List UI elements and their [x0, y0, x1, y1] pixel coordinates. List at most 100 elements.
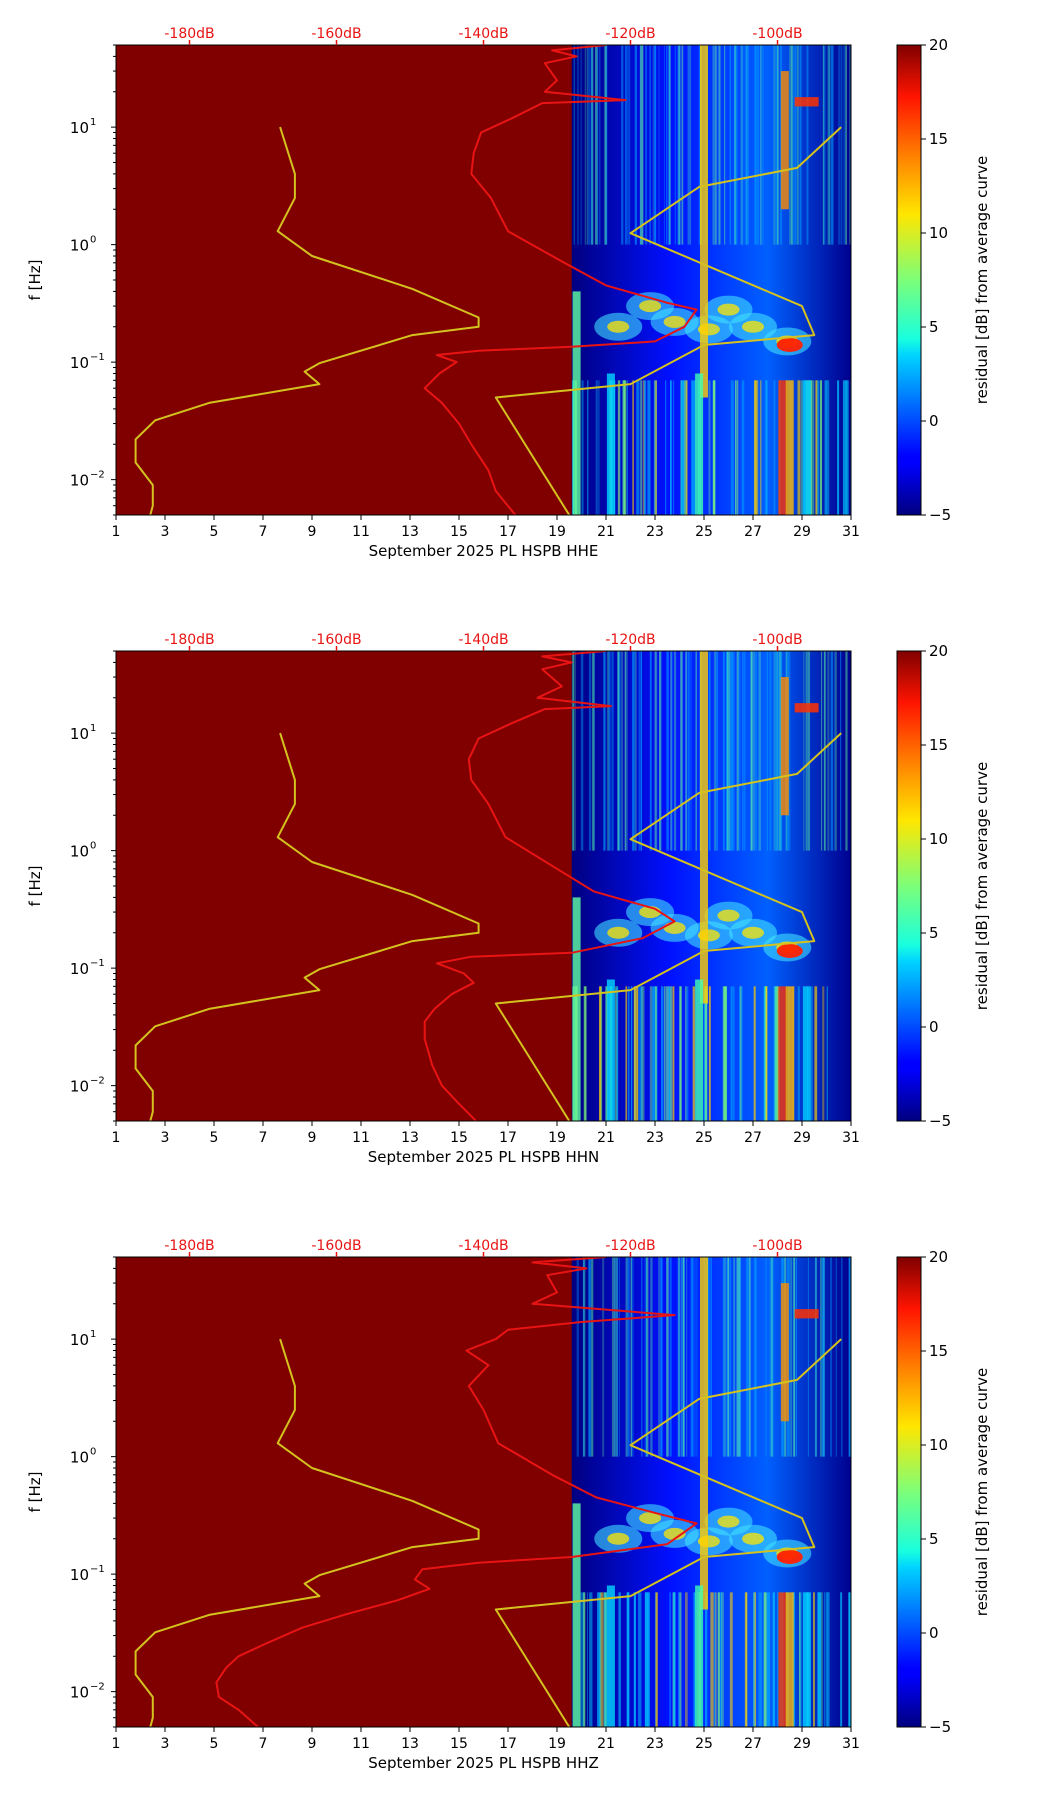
x-tick-label: 7 [259, 1736, 268, 1752]
colorbar-tick-label: −5 [929, 1112, 951, 1130]
top-tick-label: -180dB [164, 1238, 214, 1254]
x-tick-label: 9 [308, 524, 317, 540]
x-tick-label: 9 [308, 1130, 317, 1146]
plot-area [116, 1257, 851, 1727]
x-tick-label: 13 [401, 1736, 419, 1752]
x-tick-label: 1 [112, 1130, 121, 1146]
x-tick-label: 11 [352, 1736, 370, 1752]
y-tick-exponent: −1 [90, 1564, 105, 1575]
x-tick-label: 25 [695, 524, 713, 540]
y-tick-label: 10 [70, 1684, 89, 1702]
colorbar-tick-label: 20 [929, 642, 948, 660]
colorbar-label: residual [dB] from average curve [973, 156, 991, 404]
top-tick-label: -100dB [752, 632, 802, 648]
noise-model-curve [494, 126, 842, 515]
x-axis-label: September 2025 PL HSPB HHE [369, 542, 599, 560]
y-tick-label: 10 [70, 1078, 89, 1096]
top-tick-label: -160dB [311, 1238, 361, 1254]
average-noise-curve [423, 651, 676, 1121]
y-tick-label: 10 [70, 354, 89, 372]
top-tick-label: -160dB [311, 26, 361, 42]
y-tick-exponent: 0 [90, 235, 96, 246]
x-tick-label: 7 [259, 1130, 268, 1146]
colorbar-tick-label: 5 [929, 924, 939, 942]
x-tick-label: 5 [210, 524, 219, 540]
plot-area [116, 45, 851, 515]
x-tick-label: 27 [744, 524, 762, 540]
noise-model-curve [134, 126, 480, 515]
y-axis-label: f [Hz] [26, 260, 44, 301]
x-tick-label: 21 [597, 1130, 615, 1146]
x-tick-label: 3 [161, 1736, 170, 1752]
x-tick-label: 21 [597, 1736, 615, 1752]
x-tick-label: 17 [499, 524, 517, 540]
x-tick-label: 5 [210, 1130, 219, 1146]
y-tick-exponent: 1 [90, 117, 96, 128]
top-tick-label: -180dB [164, 632, 214, 648]
top-tick-label: -120dB [605, 26, 655, 42]
top-tick-label: -120dB [605, 632, 655, 648]
y-tick-label: 10 [70, 960, 89, 978]
x-tick-label: 7 [259, 524, 268, 540]
colorbar-tick-label: 0 [929, 1018, 939, 1036]
top-tick-label: -100dB [752, 26, 802, 42]
y-tick-exponent: −2 [90, 470, 105, 481]
x-tick-label: 15 [450, 1736, 468, 1752]
colorbar-label: residual [dB] from average curve [973, 1368, 991, 1616]
spectrogram-texture [571, 651, 851, 1121]
x-tick-label: 17 [499, 1736, 517, 1752]
colorbar-tick-label: 15 [929, 130, 948, 148]
colorbar-tick-label: 20 [929, 36, 948, 54]
colorbar-tick-label: 10 [929, 224, 948, 242]
top-tick-label: -140dB [458, 1238, 508, 1254]
x-tick-label: 19 [548, 1736, 566, 1752]
x-tick-label: 31 [842, 524, 860, 540]
y-axis-label: f [Hz] [26, 1472, 44, 1513]
colorbar-tick-label: 15 [929, 1342, 948, 1360]
x-tick-label: 13 [401, 524, 419, 540]
colorbar-tick-label: 5 [929, 318, 939, 336]
colorbar [896, 1256, 922, 1728]
y-tick-label: 10 [70, 843, 89, 861]
y-tick-label: 10 [70, 237, 89, 255]
y-axis-label: f [Hz] [26, 866, 44, 907]
x-tick-label: 11 [352, 1130, 370, 1146]
colorbar-tick-label: 0 [929, 1624, 939, 1642]
y-tick-exponent: 0 [90, 1447, 96, 1458]
noise-model-curve [134, 1338, 480, 1727]
y-tick-exponent: −2 [90, 1682, 105, 1693]
x-tick-label: 5 [210, 1736, 219, 1752]
x-tick-label: 29 [793, 1736, 811, 1752]
y-tick-exponent: −1 [90, 352, 105, 363]
colorbar-tick-label: −5 [929, 1718, 951, 1736]
y-tick-exponent: −2 [90, 1076, 105, 1087]
colorbar [896, 44, 922, 516]
x-tick-label: 27 [744, 1130, 762, 1146]
top-tick-label: -140dB [458, 632, 508, 648]
x-tick-label: 25 [695, 1130, 713, 1146]
top-tick-label: -120dB [605, 1238, 655, 1254]
x-tick-label: 3 [161, 1130, 170, 1146]
y-tick-label: 10 [70, 1449, 89, 1467]
colorbar-tick-label: 10 [929, 1436, 948, 1454]
noise-model-curve [494, 732, 842, 1121]
colorbar-tick-label: −5 [929, 506, 951, 524]
top-tick-label: -140dB [458, 26, 508, 42]
y-tick-exponent: −1 [90, 958, 105, 969]
x-axis-label: September 2025 PL HSPB HHZ [368, 1754, 599, 1772]
y-tick-exponent: 1 [90, 723, 96, 734]
colorbar-tick-label: 5 [929, 1530, 939, 1548]
x-axis-label: September 2025 PL HSPB HHN [368, 1148, 599, 1166]
spectrogram-texture [572, 1257, 851, 1727]
colorbar [896, 650, 922, 1122]
x-tick-label: 11 [352, 524, 370, 540]
x-tick-label: 23 [646, 524, 664, 540]
plot-area [116, 651, 851, 1121]
top-tick-label: -180dB [164, 26, 214, 42]
x-tick-label: 23 [646, 1130, 664, 1146]
colorbar-tick-label: 15 [929, 736, 948, 754]
x-tick-label: 3 [161, 524, 170, 540]
